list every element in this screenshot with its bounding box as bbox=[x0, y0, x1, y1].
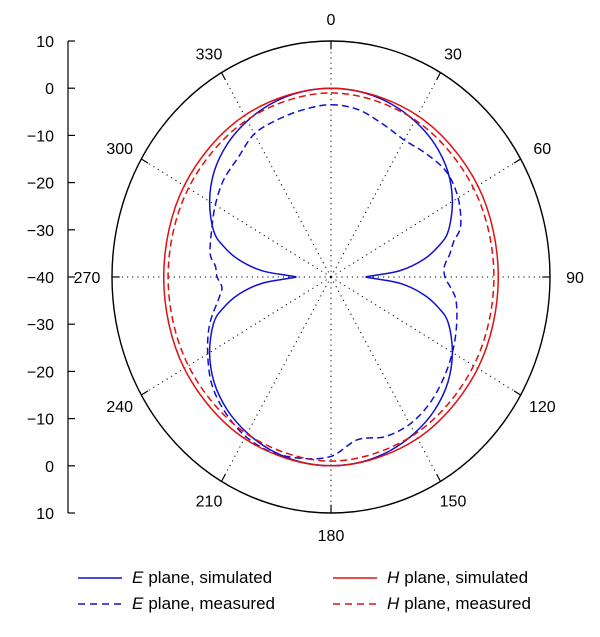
series-line-h-plane-simulated bbox=[162, 87, 500, 467]
legend-letter: E bbox=[132, 594, 144, 613]
legend: E plane, simulated E plane, measured H p… bbox=[0, 560, 600, 620]
angle-tick bbox=[220, 473, 226, 482]
legend-letter: E bbox=[132, 568, 144, 587]
angle-spoke bbox=[330, 276, 521, 396]
angle-tick bbox=[141, 158, 149, 164]
legend-swatch-h-simulated bbox=[333, 577, 377, 579]
angle-tick bbox=[141, 390, 149, 396]
radial-tick-label: −30 bbox=[27, 223, 54, 240]
radial-tick-label: −30 bbox=[27, 317, 54, 334]
angle-spoke bbox=[141, 158, 332, 278]
legend-item-h-measured: H plane, measured bbox=[333, 594, 531, 614]
radial-tick-label: −10 bbox=[27, 412, 54, 429]
angle-spoke bbox=[141, 276, 332, 396]
angle-spoke bbox=[330, 72, 441, 278]
legend-swatch-h-measured bbox=[333, 603, 377, 605]
angle-tick-label: 90 bbox=[566, 270, 584, 287]
angle-tick bbox=[436, 72, 442, 81]
angle-tick-label: 330 bbox=[196, 47, 223, 64]
angle-tick-label: 120 bbox=[529, 399, 556, 416]
angle-spoke bbox=[330, 158, 521, 278]
series-line-e-plane-measured bbox=[206, 103, 462, 460]
angle-tick bbox=[436, 473, 442, 482]
angle-tick-label: 180 bbox=[318, 528, 345, 545]
radial-tick-label: 0 bbox=[45, 459, 54, 476]
series-lines bbox=[162, 87, 500, 467]
angle-tick bbox=[513, 158, 521, 164]
angular-grid: 0 30 60 90 120 150 180 210 240 270 300 330 bbox=[74, 12, 584, 545]
angle-tick-label: 210 bbox=[196, 493, 223, 510]
radial-tick-label: 10 bbox=[36, 34, 54, 51]
angle-tick-label: 0 bbox=[327, 12, 336, 29]
angle-spoke bbox=[221, 276, 332, 482]
legend-letter: H bbox=[387, 568, 400, 587]
radial-tick-label: 10 bbox=[36, 506, 54, 523]
radial-tick-label: −40 bbox=[27, 270, 54, 287]
legend-label: plane, simulated bbox=[404, 568, 529, 587]
angle-spoke bbox=[330, 276, 441, 482]
radial-tick-label: −20 bbox=[27, 364, 54, 381]
polar-chart: 10 0 −10 −20 −30 −40 −30 −20 −10 0 10 0 30 60 90 120 15… bbox=[27, 12, 584, 545]
radial-axis: 10 0 −10 −20 −30 −40 −30 −20 −10 0 10 bbox=[27, 34, 75, 523]
legend-swatch-e-simulated bbox=[78, 577, 122, 579]
legend-swatch-e-measured bbox=[78, 603, 122, 605]
legend-item-h-simulated: H plane, simulated bbox=[333, 568, 528, 588]
radial-tick-label: −20 bbox=[27, 176, 54, 193]
angle-tick-label: 300 bbox=[106, 141, 133, 158]
angle-tick bbox=[513, 390, 521, 396]
angle-tick-label: 270 bbox=[74, 270, 101, 287]
angle-tick-label: 30 bbox=[444, 47, 462, 64]
legend-letter: H bbox=[387, 594, 400, 613]
radial-tick-label: −10 bbox=[27, 128, 54, 145]
angle-tick-label: 240 bbox=[106, 399, 133, 416]
radial-tick-label: 0 bbox=[45, 81, 54, 98]
angle-tick-label: 60 bbox=[533, 141, 551, 158]
angle-tick-label: 150 bbox=[440, 493, 467, 510]
legend-item-e-measured: E plane, measured bbox=[78, 594, 275, 614]
legend-item-e-simulated: E plane, simulated bbox=[78, 568, 272, 588]
legend-label: plane, measured bbox=[148, 594, 275, 613]
legend-label: plane, simulated bbox=[148, 568, 273, 587]
series-line-h-plane-measured bbox=[167, 92, 495, 462]
legend-label: plane, measured bbox=[404, 594, 531, 613]
angle-tick bbox=[220, 72, 226, 81]
angle-spoke bbox=[221, 72, 332, 278]
